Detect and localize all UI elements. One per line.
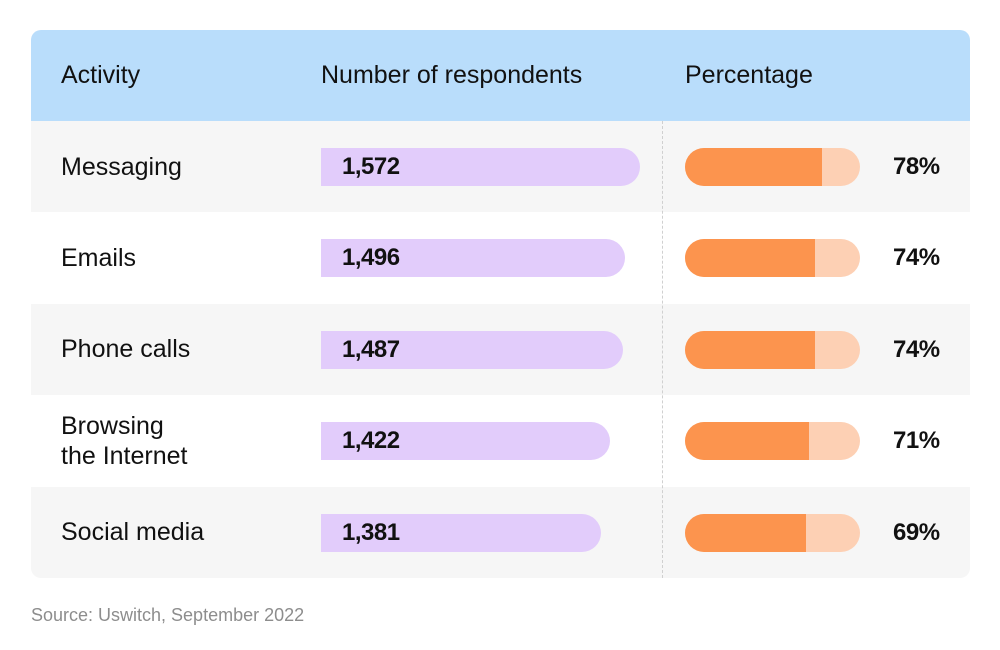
- percentage-value: 74%: [893, 244, 940, 272]
- data-table: Activity Number of respondents Percentag…: [31, 30, 970, 578]
- percentage-fill: [685, 148, 822, 186]
- percentage-fill: [685, 330, 815, 369]
- table-row: Social media 1,381 69%: [31, 486, 970, 578]
- table-row: Emails 1,496 74%: [31, 212, 970, 304]
- activity-label: Social media: [61, 518, 205, 547]
- activity-label: Messaging: [61, 152, 182, 181]
- source-note: Source: Uswitch, September 2022: [31, 605, 305, 625]
- percentage-value: 74%: [893, 335, 940, 363]
- respondents-bar: [321, 148, 640, 186]
- respondents-value: 1,572: [342, 153, 400, 180]
- percentage-fill: [685, 422, 810, 461]
- table-body: Messaging 1,572 78% Emails 1,496 74% Phone cal…: [31, 121, 970, 578]
- percentage-fill: [685, 239, 815, 278]
- percentage-value: 71%: [893, 427, 940, 455]
- respondents-value: 1,487: [342, 335, 400, 363]
- activity-label: Browsing the Internet: [61, 411, 188, 470]
- respondents-value: 1,496: [342, 244, 400, 272]
- percentage-track: [685, 148, 860, 186]
- activity-label: Emails: [61, 244, 137, 273]
- percentage-fill: [685, 513, 806, 552]
- table-header: Activity Number of respondents Percentag…: [31, 30, 970, 121]
- percentage-track: [685, 513, 860, 552]
- percentage-track: [685, 239, 860, 278]
- respondents-value: 1,422: [342, 427, 400, 455]
- activity-label: Phone calls: [61, 335, 191, 364]
- table-row: Messaging 1,572 78%: [31, 121, 970, 213]
- header-activity: Activity: [61, 61, 141, 89]
- table-row: Browsing the Internet 1,422 71%: [31, 395, 970, 487]
- header-percentage: Percentage: [685, 61, 813, 89]
- respondents-bar: [321, 513, 602, 552]
- percentage-track: [685, 330, 860, 369]
- respondents-value: 1,381: [342, 518, 400, 546]
- table-row: Phone calls 1,487 74%: [31, 303, 970, 396]
- percentage-track: [685, 422, 860, 461]
- percentage-value: 78%: [893, 153, 940, 180]
- header-respondents: Number of respondents: [321, 61, 583, 89]
- column-divider: [662, 121, 663, 578]
- percentage-value: 69%: [893, 518, 940, 546]
- respondents-bar: [321, 422, 610, 461]
- respondents-bar: [321, 330, 623, 369]
- respondents-bar: [321, 239, 625, 278]
